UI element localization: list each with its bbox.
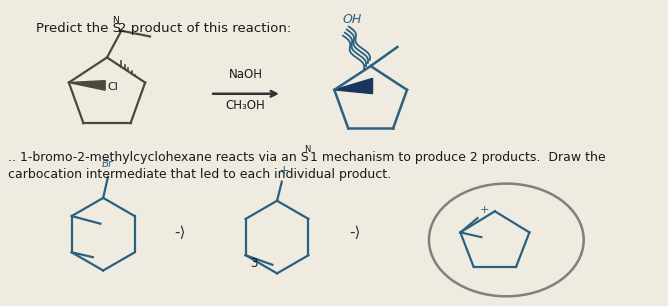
Text: +: + [279, 164, 289, 177]
Text: -⟩: -⟩ [174, 225, 185, 240]
Text: Br: Br [102, 159, 113, 169]
Text: +: + [480, 205, 489, 215]
Text: CH₃OH: CH₃OH [226, 99, 265, 112]
Polygon shape [69, 81, 105, 90]
Text: carbocation intermediate that led to each individual product.: carbocation intermediate that led to eac… [7, 168, 391, 181]
Text: N: N [304, 145, 310, 154]
Text: NaOH: NaOH [228, 68, 263, 81]
Text: Predict the S: Predict the S [36, 22, 122, 35]
Text: 1 mechanism to produce 2 products.  Draw the: 1 mechanism to produce 2 products. Draw … [311, 151, 606, 164]
Polygon shape [334, 78, 373, 94]
Text: .. 1-bromo-2-methylcyclohexane reacts via an S: .. 1-bromo-2-methylcyclohexane reacts vi… [7, 151, 309, 164]
Text: Cl: Cl [107, 82, 118, 92]
Text: OH: OH [342, 13, 361, 26]
Text: N: N [112, 16, 118, 25]
Text: 2 product of this reaction:: 2 product of this reaction: [118, 22, 291, 35]
Text: 3: 3 [250, 257, 258, 270]
Text: -⟩: -⟩ [349, 225, 361, 240]
